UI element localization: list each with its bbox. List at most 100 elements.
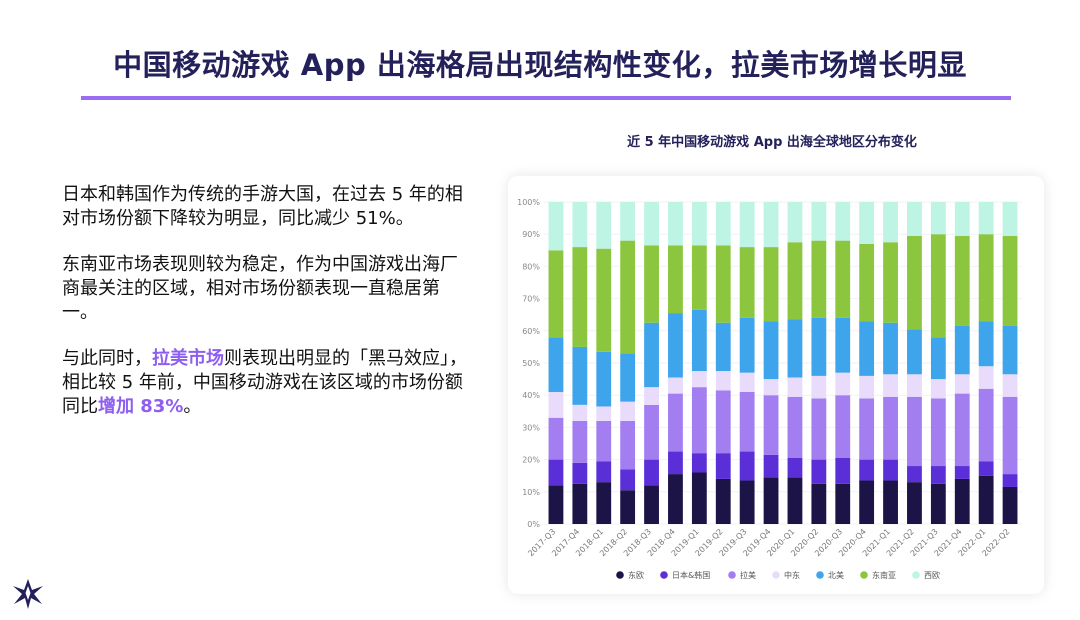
paragraph-latam-part1: 与此同时， bbox=[62, 348, 152, 369]
bar-segment bbox=[668, 313, 683, 378]
bar-segment bbox=[787, 396, 803, 458]
bar-segment bbox=[763, 395, 779, 455]
stacked-bar-chart: 0%10%20%30%40%50%60%70%80%90%100%2017-Q3… bbox=[517, 198, 1022, 580]
bar-segment bbox=[811, 202, 827, 241]
legend-label: 西欧 bbox=[924, 570, 940, 580]
bar-segment bbox=[668, 377, 683, 394]
bar-segment bbox=[835, 240, 851, 318]
bar-segment bbox=[739, 202, 755, 248]
bar-segment bbox=[883, 459, 898, 481]
bar-segment bbox=[691, 453, 707, 473]
bar-segment bbox=[715, 322, 731, 372]
bar-segment bbox=[859, 459, 875, 481]
bar-segment bbox=[739, 391, 755, 452]
bar-segment bbox=[907, 202, 922, 236]
bar-segment bbox=[811, 398, 827, 460]
bar-segment bbox=[763, 379, 779, 396]
bar-segment bbox=[596, 202, 612, 249]
bar-segment bbox=[548, 202, 564, 251]
bar-segment bbox=[954, 325, 970, 375]
bar-segment bbox=[620, 401, 636, 421]
chart-title: 近 5 年中国移动游戏 App 出海全球地区分布变化 bbox=[627, 135, 917, 150]
bar-segment bbox=[811, 240, 827, 318]
bar-segment bbox=[548, 485, 564, 524]
bar-segment bbox=[907, 482, 922, 524]
bar-segment bbox=[787, 319, 803, 378]
bar-segment bbox=[739, 247, 755, 318]
y-tick-label: 10% bbox=[522, 488, 540, 497]
bar-segment bbox=[930, 483, 946, 524]
bar-segment bbox=[644, 485, 659, 524]
paragraph-latam-part2: 则表现出明显的「黑马效应」，相比较 5 年前，中国移动游戏在该区域的市场份额同比 bbox=[62, 348, 467, 417]
bar-segment bbox=[691, 309, 707, 372]
bar-segment bbox=[883, 242, 898, 323]
bar-segment bbox=[978, 234, 994, 322]
bar-segment bbox=[668, 202, 683, 246]
bar-segment bbox=[835, 483, 851, 524]
bar-segment bbox=[811, 459, 827, 484]
bar-segment bbox=[1002, 202, 1018, 236]
bar-segment bbox=[835, 317, 851, 373]
y-tick-label: 20% bbox=[522, 456, 540, 465]
bar-segment bbox=[811, 375, 827, 399]
bar-segment bbox=[763, 454, 779, 478]
bar-segment bbox=[954, 374, 970, 394]
y-tick-label: 90% bbox=[522, 230, 540, 239]
bar-segment bbox=[907, 329, 922, 375]
logo-icon bbox=[13, 579, 43, 609]
bar-segment bbox=[978, 388, 994, 462]
bar-segment bbox=[883, 480, 898, 524]
bar-segment bbox=[787, 377, 803, 397]
bar-segment bbox=[596, 351, 612, 407]
y-tick-label: 30% bbox=[522, 423, 540, 432]
bar-segment bbox=[715, 453, 731, 479]
legend-label: 中东 bbox=[784, 570, 800, 580]
bar-segment bbox=[668, 474, 683, 524]
slide-title: 中国移动游戏 App 出海格局出现结构性变化，拉美市场增长明显 bbox=[113, 48, 967, 82]
bar-segment bbox=[978, 202, 994, 235]
bar-segment bbox=[763, 321, 779, 380]
paragraph-latam: 与此同时，拉美市场则表现出明显的「黑马效应」，相比较 5 年前，中国移动游戏在该… bbox=[62, 347, 472, 419]
bar-segment bbox=[644, 459, 659, 486]
bar-segment bbox=[835, 395, 851, 458]
legend-swatch bbox=[912, 571, 920, 579]
bar-segment bbox=[548, 391, 564, 418]
bar-segment bbox=[835, 457, 851, 484]
bar-segment bbox=[1002, 325, 1018, 375]
legend-swatch bbox=[616, 571, 624, 579]
legend-label: 拉美 bbox=[740, 570, 756, 580]
bar-segment bbox=[859, 321, 875, 376]
bar-segment bbox=[668, 451, 683, 475]
y-tick-label: 60% bbox=[522, 327, 540, 336]
bar-segment bbox=[715, 202, 731, 246]
bar-segment bbox=[596, 461, 612, 483]
bar-segment bbox=[1002, 486, 1018, 524]
legend-label: 东欧 bbox=[628, 570, 644, 580]
bar-segment bbox=[691, 202, 707, 246]
bar-segment bbox=[739, 317, 755, 373]
legend-swatch bbox=[860, 571, 868, 579]
bar-segment bbox=[978, 366, 994, 389]
bar-segment bbox=[859, 375, 875, 399]
bar-segment bbox=[835, 372, 851, 396]
bar-segment bbox=[620, 490, 636, 524]
paragraph-latam-part3: 。 bbox=[183, 396, 202, 417]
bar-segment bbox=[907, 374, 922, 397]
bar-segment bbox=[644, 404, 659, 460]
legend-swatch bbox=[660, 571, 668, 579]
bar-segment bbox=[572, 247, 588, 347]
bar-segment bbox=[883, 396, 898, 460]
bar-segment bbox=[572, 420, 588, 463]
bar-segment bbox=[954, 478, 970, 524]
bar-segment bbox=[620, 202, 636, 241]
bar-segment bbox=[978, 461, 994, 476]
highlight-increase: 增加 83% bbox=[98, 396, 184, 417]
bar-segment bbox=[596, 420, 612, 462]
bar-segment bbox=[572, 462, 588, 484]
bar-segment bbox=[739, 451, 755, 481]
bar-segment bbox=[859, 202, 875, 244]
bar-segment bbox=[548, 459, 564, 486]
bar-segment bbox=[930, 234, 946, 338]
bar-segment bbox=[978, 475, 994, 524]
legend-label: 日本&韩国 bbox=[672, 570, 710, 580]
